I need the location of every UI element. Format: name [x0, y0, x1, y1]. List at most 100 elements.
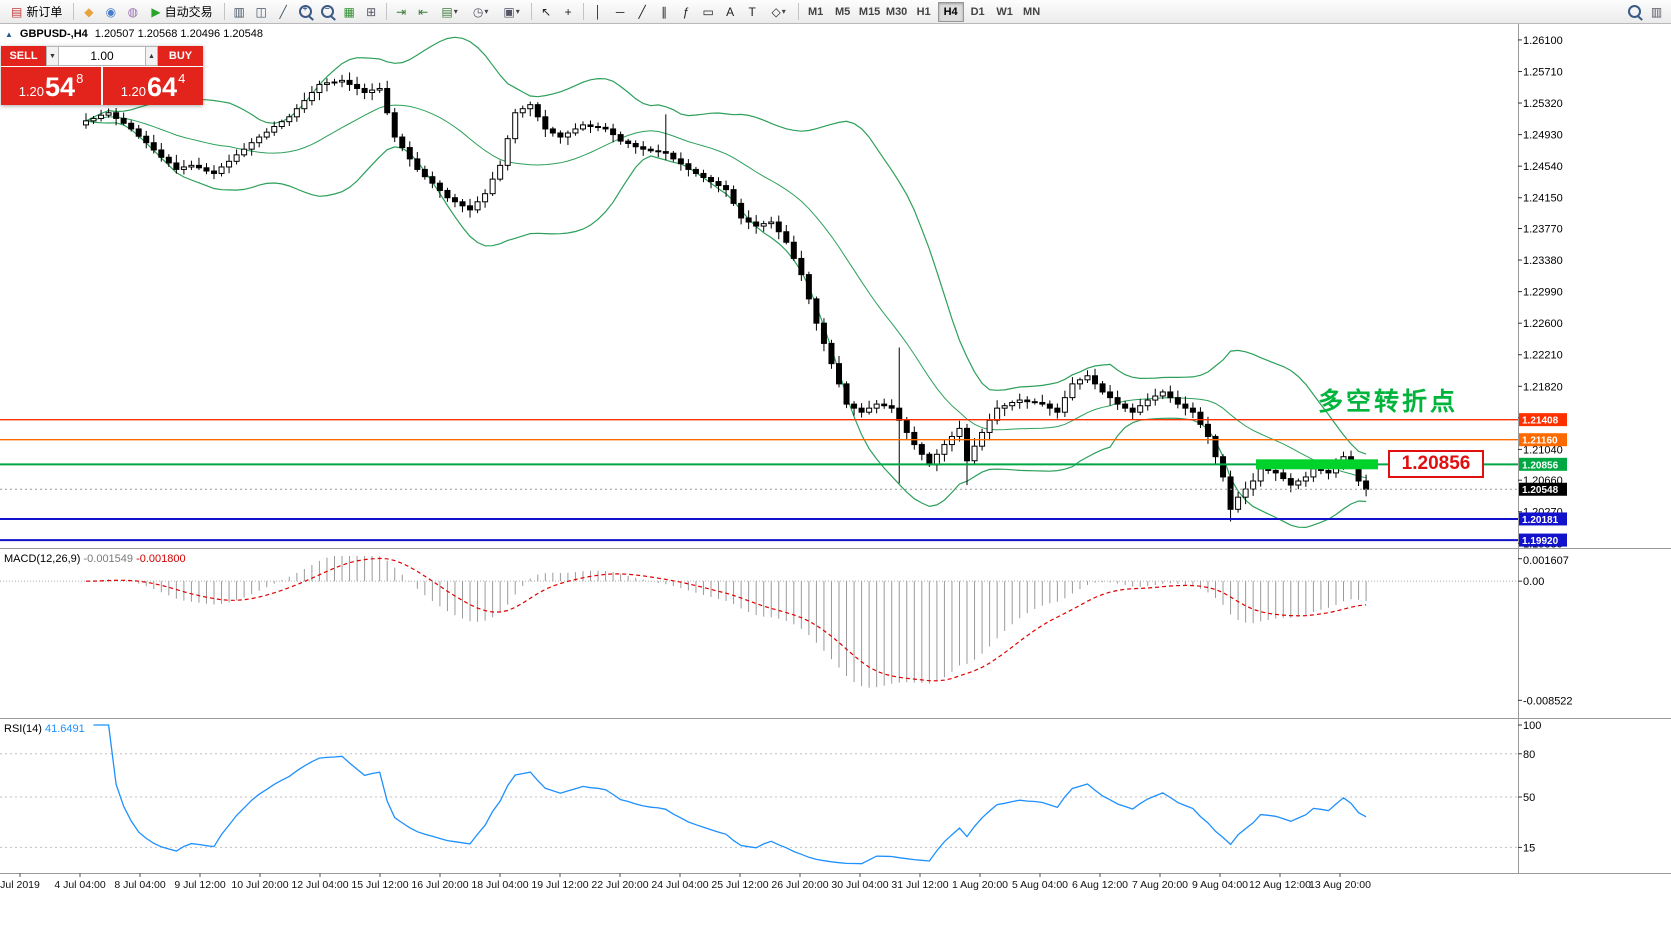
- crosshair-icon[interactable]: +: [564, 4, 572, 19]
- svg-text:15 Jul 12:00: 15 Jul 12:00: [351, 879, 408, 891]
- volume-decrease-button[interactable]: ▼: [46, 46, 59, 66]
- profile-icon[interactable]: ◉: [105, 4, 117, 19]
- arrows-dropdown[interactable]: ◇ ▾: [771, 4, 786, 19]
- price-tag: [1519, 433, 1567, 447]
- sell-price-big: 54: [45, 72, 76, 102]
- chart-shift-icon[interactable]: ⇤: [418, 4, 429, 19]
- buy-price-small: 1.20: [120, 84, 147, 99]
- profiles-dropdown[interactable]: ◷ ▾: [472, 4, 489, 19]
- timeframe-m30-button[interactable]: M30: [885, 5, 908, 18]
- buy-price-display[interactable]: 1.20 64 4: [103, 67, 203, 105]
- price-tag: [1519, 512, 1567, 526]
- channel-icon[interactable]: ∥: [661, 4, 668, 19]
- svg-text:0.00: 0.00: [1523, 576, 1544, 588]
- svg-text:1.21160: 1.21160: [1522, 436, 1558, 447]
- volume-input[interactable]: 1.00: [59, 46, 145, 66]
- sell-button[interactable]: SELL: [1, 46, 46, 66]
- svg-text:1.20856: 1.20856: [1522, 460, 1559, 471]
- chart-canvas[interactable]: 1.26100 1.25710 1.25320 1.24930 1.24540 1.241…: [0, 24, 1671, 947]
- svg-text:1.24930: 1.24930: [1523, 130, 1563, 142]
- svg-text:13 Aug 20:00: 13 Aug 20:00: [1309, 879, 1371, 891]
- timeframe-m5-button[interactable]: M5: [834, 5, 851, 18]
- svg-text:1.24540: 1.24540: [1523, 161, 1563, 173]
- auto-scroll-icon[interactable]: ⇥: [396, 4, 407, 19]
- timeframe-m15-button[interactable]: M15: [858, 5, 881, 18]
- new-chart-dropdown[interactable]: ▤ ▾: [441, 4, 458, 19]
- svg-text:1.23380: 1.23380: [1523, 255, 1563, 267]
- toolbar-separator: [223, 3, 225, 20]
- price-callout[interactable]: 1.20856: [1388, 450, 1484, 478]
- triangle-down-icon: ▼: [49, 52, 56, 60]
- metaeditor-icon[interactable]: ◆: [84, 4, 94, 19]
- chart-window-icon: ▲: [5, 29, 13, 39]
- chevron-down-icon: ▾: [515, 7, 520, 16]
- templates-dropdown[interactable]: ▣ ▾: [503, 4, 520, 19]
- sell-price-sup: 8: [76, 71, 84, 86]
- new-order-icon: ▤: [11, 4, 23, 19]
- highlight-zone[interactable]: [1256, 459, 1378, 470]
- svg-text:1.21040: 1.21040: [1523, 444, 1563, 456]
- toolbar-separator: [73, 3, 75, 20]
- vertical-line-icon[interactable]: │: [594, 4, 602, 19]
- macd-histogram: [93, 556, 1367, 688]
- svg-text:1.21820: 1.21820: [1523, 381, 1563, 393]
- bar-chart-icon[interactable]: ▥: [233, 4, 245, 19]
- timeframe-w1-button[interactable]: W1: [996, 5, 1013, 18]
- chart-symbol-header: ▲ GBPUSD-,H4 1.20507 1.20568 1.20496 1.2…: [5, 28, 263, 40]
- trendline-icon[interactable]: ╱: [638, 4, 646, 19]
- zoom-in-icon[interactable]: +: [295, 2, 316, 22]
- chevron-down-icon: ▾: [781, 7, 786, 16]
- text-icon[interactable]: A: [726, 4, 735, 19]
- zoom-out-icon[interactable]: −: [317, 2, 338, 22]
- timeframe-m1-button[interactable]: M1: [807, 5, 824, 18]
- sell-price-display[interactable]: 1.20 54 8: [1, 67, 101, 105]
- community-icon[interactable]: ◍: [127, 4, 139, 19]
- cursor-icon[interactable]: ↖: [541, 4, 552, 19]
- fibonacci-icon[interactable]: ƒ: [682, 4, 690, 19]
- timeframe-mn-button[interactable]: MN: [1023, 5, 1041, 18]
- volume-increase-button[interactable]: ▲: [145, 46, 158, 66]
- time-axis[interactable]: Jul 2019 4 Jul 04:00 8 Jul 04:00 9 Jul 12:0…: [0, 873, 1371, 891]
- candlestick-chart-icon[interactable]: ◫: [255, 4, 267, 19]
- horizontal-line-icon[interactable]: ─: [615, 4, 625, 19]
- triangle-up-icon: ▲: [148, 52, 155, 60]
- svg-text:1.20181: 1.20181: [1522, 515, 1559, 526]
- svg-text:24 Jul 04:00: 24 Jul 04:00: [651, 879, 708, 891]
- current-price-tag: [1519, 482, 1567, 496]
- chevron-down-icon: ▾: [453, 7, 458, 16]
- text-label-icon[interactable]: T: [748, 4, 756, 19]
- buy-price-sup: 4: [178, 71, 186, 86]
- svg-text:10 Jul 20:00: 10 Jul 20:00: [231, 879, 288, 891]
- timeframe-d1-button[interactable]: D1: [970, 5, 985, 18]
- search-icon[interactable]: [1624, 2, 1645, 22]
- price-tag: [1519, 457, 1567, 471]
- svg-text:1.25320: 1.25320: [1523, 98, 1563, 110]
- svg-text:1 Aug 20:00: 1 Aug 20:00: [952, 879, 1008, 891]
- svg-text:30 Jul 04:00: 30 Jul 04:00: [831, 879, 888, 891]
- timeframe-h1-button[interactable]: H1: [916, 5, 931, 18]
- strategy-tester-icon[interactable]: ▦: [343, 4, 355, 19]
- window-list-icon[interactable]: ▥: [1650, 4, 1663, 19]
- svg-text:25 Jul 12:00: 25 Jul 12:00: [711, 879, 768, 891]
- buy-price-big: 64: [147, 72, 178, 102]
- toolbar-separator: [530, 3, 532, 20]
- autotrading-button-label: 自动交易: [164, 5, 213, 19]
- svg-text:1.24150: 1.24150: [1523, 193, 1563, 205]
- svg-text:1.21408: 1.21408: [1522, 416, 1559, 427]
- new-order-button[interactable]: ▤ 新订单: [4, 1, 69, 23]
- svg-text:6 Aug 12:00: 6 Aug 12:00: [1072, 879, 1128, 891]
- svg-text:5 Aug 04:00: 5 Aug 04:00: [1012, 879, 1068, 891]
- buy-button[interactable]: BUY: [158, 46, 203, 66]
- svg-text:Jul 2019: Jul 2019: [0, 879, 40, 891]
- svg-text:80: 80: [1523, 749, 1535, 761]
- line-chart-icon[interactable]: ╱: [279, 4, 287, 19]
- new-window-icon[interactable]: ⊞: [366, 4, 377, 19]
- toolbar-separator: [582, 3, 584, 20]
- autotrading-button[interactable]: ▶ 自动交易: [144, 1, 219, 23]
- shapes-icon[interactable]: ▭: [702, 4, 714, 19]
- macd-label: MACD(12,26,9) -0.001549 -0.001800: [4, 553, 186, 565]
- timeframe-h4-button[interactable]: H4: [937, 1, 964, 22]
- chart-window: 1.26100 1.25710 1.25320 1.24930 1.24540 1.241…: [0, 24, 1671, 947]
- autotrading-icon: ▶: [151, 4, 161, 19]
- svg-text:0.001607: 0.001607: [1523, 555, 1569, 567]
